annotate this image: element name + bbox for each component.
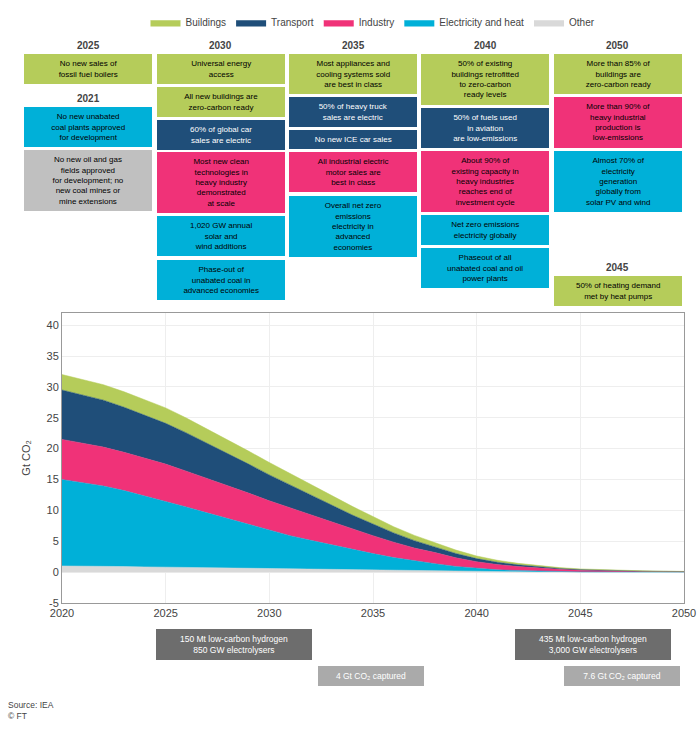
svg-text:2045: 2045 (568, 607, 592, 619)
svg-text:15: 15 (47, 473, 59, 485)
svg-text:2030: 2030 (209, 40, 232, 51)
svg-text:No new unabatedcoal plants app: No new unabatedcoal plants approvedfor d… (51, 112, 125, 142)
svg-text:2025: 2025 (77, 40, 100, 51)
svg-text:7.6 Gt CO₂ captured: 7.6 Gt CO₂ captured (583, 671, 660, 681)
svg-text:-5: -5 (49, 597, 59, 609)
svg-text:About 90% ofexisting capacity: About 90% ofexisting capacity inheavy in… (452, 156, 519, 207)
svg-text:Overall net zeroemissionselect: Overall net zeroemissionselectricity ina… (325, 201, 382, 252)
svg-text:40: 40 (47, 319, 59, 331)
svg-text:Source: IEA© FT: Source: IEA© FT (8, 700, 54, 721)
svg-text:2030: 2030 (257, 607, 281, 619)
svg-text:2020: 2020 (50, 607, 74, 619)
svg-text:4 Gt CO₂ captured: 4 Gt CO₂ captured (336, 671, 406, 681)
svg-text:Almost 70% ofelectricitygenera: Almost 70% ofelectricitygenerationglobal… (586, 156, 650, 207)
svg-text:50% of existingbuildings retro: 50% of existingbuildings retrofittedto z… (451, 59, 519, 99)
svg-text:Gt CO₂: Gt CO₂ (20, 440, 32, 475)
svg-text:Buildings: Buildings (186, 17, 227, 28)
svg-text:Phase-out ofunabated coal inad: Phase-out ofunabated coal inadvanced eco… (183, 265, 259, 295)
svg-text:10: 10 (47, 504, 59, 516)
svg-text:30: 30 (47, 381, 59, 393)
svg-text:35: 35 (47, 350, 59, 362)
svg-text:1,020 GW annualsolar andwind a: 1,020 GW annualsolar andwind additions (190, 221, 252, 251)
svg-text:2040: 2040 (474, 40, 497, 51)
svg-text:2035: 2035 (361, 607, 385, 619)
svg-text:Universal energyaccess: Universal energyaccess (191, 59, 251, 78)
svg-text:20: 20 (47, 442, 59, 454)
svg-text:60% of global carsales are ele: 60% of global carsales are electric (190, 125, 252, 144)
svg-text:More than 90% ofheavy industri: More than 90% ofheavy industrialproducti… (586, 102, 650, 142)
svg-text:Electricity and heat: Electricity and heat (439, 17, 524, 28)
svg-text:Other: Other (569, 17, 595, 28)
svg-text:No new oil and gasfields appro: No new oil and gasfields approvedfor dev… (53, 155, 124, 206)
svg-text:More than 85% ofbuildings arez: More than 85% ofbuildings arezero-carbon… (586, 59, 651, 89)
svg-text:No new ICE car sales: No new ICE car sales (315, 135, 392, 144)
svg-text:150 Mt low-carbon hydrogen850: 150 Mt low-carbon hydrogen850 GW electro… (180, 634, 288, 655)
svg-text:Net zero emissionselectricity: Net zero emissionselectricity globally (451, 220, 519, 239)
svg-text:No new sales offossil fuel boi: No new sales offossil fuel boilers (59, 59, 118, 78)
svg-text:5: 5 (53, 535, 59, 547)
svg-text:25: 25 (47, 412, 59, 424)
svg-text:Transport: Transport (271, 17, 314, 28)
svg-text:All industrial electricmotor s: All industrial electricmotor sales arebe… (318, 157, 389, 187)
svg-text:2035: 2035 (342, 40, 365, 51)
svg-text:50% of heating demandmet by he: 50% of heating demandmet by heat pumps (576, 281, 661, 300)
svg-text:2021: 2021 (77, 93, 100, 104)
svg-text:435 Mt low-carbon hydrogen3,00: 435 Mt low-carbon hydrogen3,000 GW elect… (539, 634, 647, 655)
svg-text:50% of heavy trucksales are el: 50% of heavy trucksales are electric (319, 102, 388, 121)
svg-text:2040: 2040 (464, 607, 488, 619)
svg-text:Most appliances andcooling sys: Most appliances andcooling systems solda… (316, 59, 390, 89)
svg-text:All new buildings arezero-carb: All new buildings arezero-carbon ready (184, 92, 258, 111)
svg-text:2050: 2050 (672, 607, 696, 619)
svg-text:2045: 2045 (606, 262, 629, 273)
svg-text:2025: 2025 (153, 607, 177, 619)
svg-text:0: 0 (53, 566, 59, 578)
svg-text:2050: 2050 (606, 40, 629, 51)
svg-text:Most new cleantechnologies inh: Most new cleantechnologies inheavy indus… (193, 157, 249, 208)
svg-text:Industry: Industry (359, 17, 395, 28)
svg-text:Phaseout of allunabated coal a: Phaseout of allunabated coal and oilpowe… (447, 253, 523, 283)
svg-text:50% of fuels usedin aviationar: 50% of fuels usedin aviationare low-emis… (453, 113, 517, 143)
